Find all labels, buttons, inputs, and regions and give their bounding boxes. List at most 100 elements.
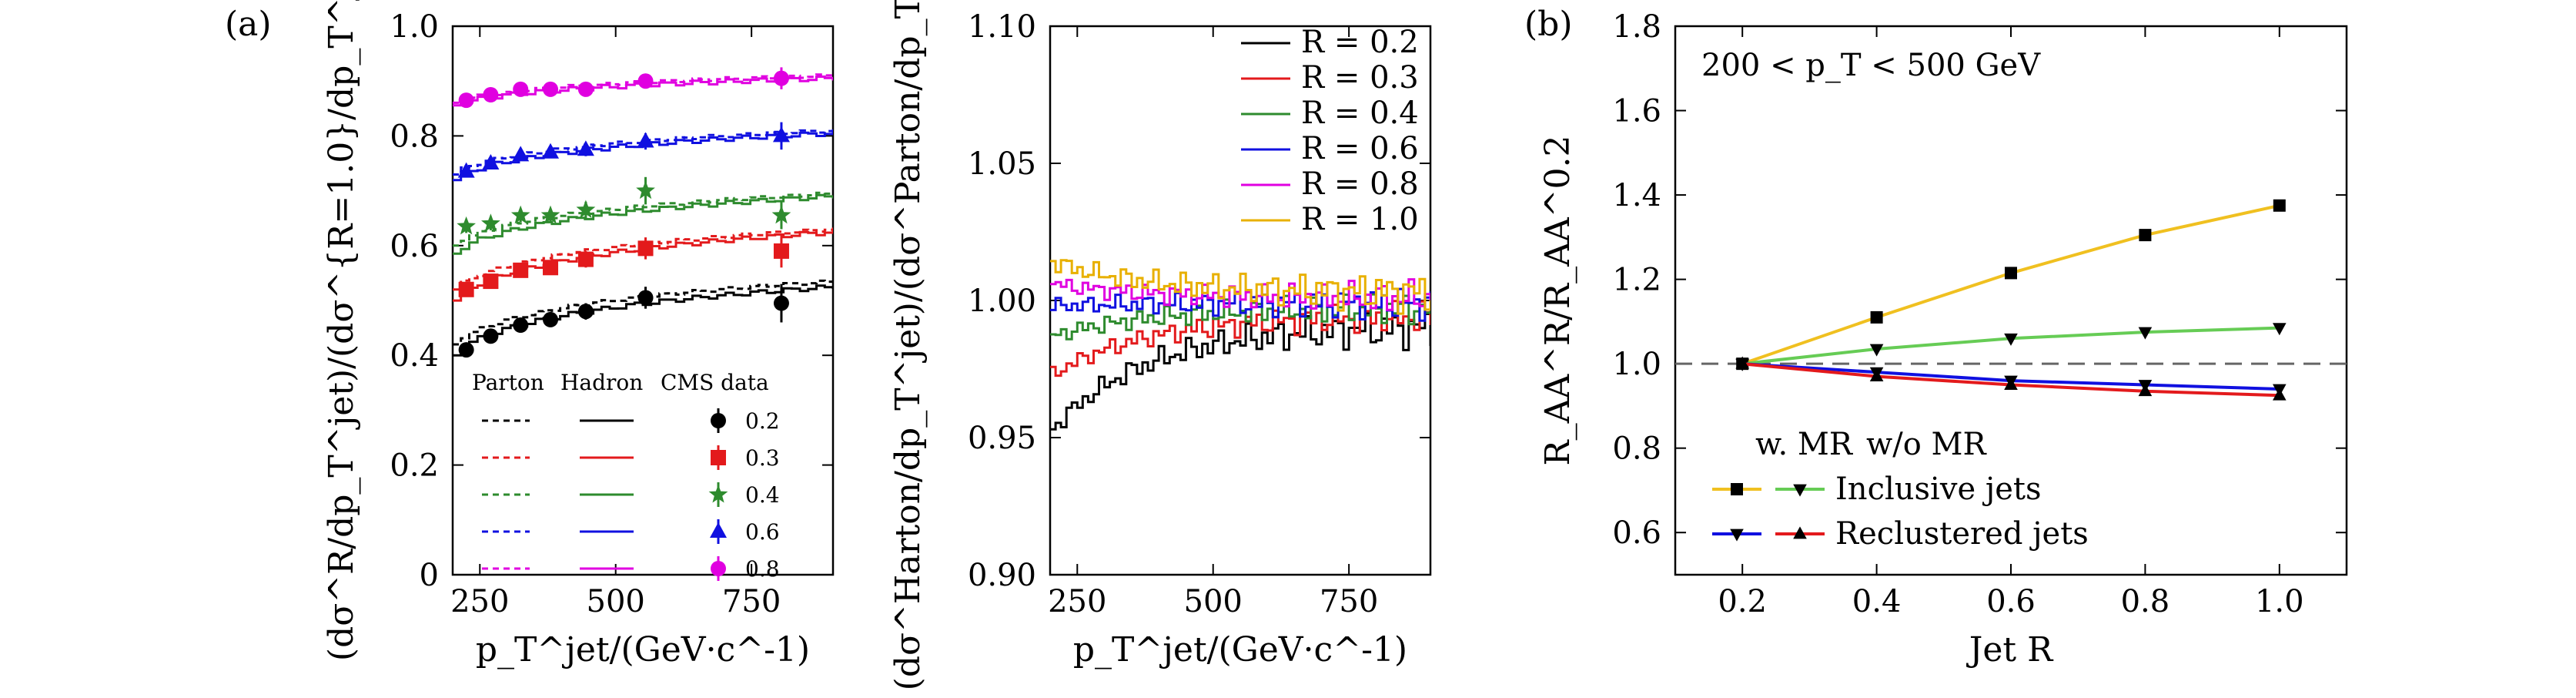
cms-point (543, 311, 559, 327)
series-marker (2273, 199, 2286, 212)
cms-point (577, 251, 594, 267)
y-tick-label: 0.8 (1612, 431, 1661, 467)
cms-point (637, 240, 654, 257)
cms-point (773, 243, 789, 259)
cms-point (543, 81, 559, 97)
cms-point (577, 81, 594, 97)
panel-a-left-chart: 250 500 750 0 0.2 0.4 0.6 0.8 1.0 (dσ^R/dp_T^jet)… (322, 0, 835, 669)
series-marker (2273, 388, 2287, 401)
legend-cms-marker (711, 450, 726, 465)
cms-point (637, 132, 654, 148)
y-axis-label: (dσ^Harton/dp_T^jet)/(dσ^Parton/dp_T^jet… (888, 0, 928, 690)
x-tick-label: 0.2 (1718, 584, 1767, 619)
legend-label: R = 0.8 (1301, 166, 1419, 202)
y-tick-label: 1.2 (1612, 263, 1661, 298)
x-tick-label: 0.4 (1852, 584, 1902, 619)
legend-head-womr: w/o MR (1866, 427, 1987, 462)
legend-head-mr: w. MR (1755, 427, 1854, 462)
y-tick-label: 1.0 (390, 9, 439, 45)
legend-marker-mr (1730, 529, 1744, 542)
y-tick-label: 0.2 (390, 448, 439, 484)
legend-col-cms: CMS data (661, 370, 769, 395)
cms-point (457, 216, 476, 235)
cms-point (481, 213, 500, 232)
cms-point (773, 70, 789, 86)
panel-b-chart: 0.2 0.4 0.6 0.8 1.0 0.6 0.8 1.0 1.2 1.4 1.6 1.8 R_AA… (1538, 9, 2348, 669)
x-axis-label: p_T^jet/(GeV·c^-1) (476, 630, 810, 669)
cms-point (636, 180, 655, 200)
panel-label-b: (b) (1524, 5, 1573, 44)
cms-point (637, 73, 654, 89)
y-tick-label: 0.90 (968, 558, 1036, 593)
legend-col-hadron: Hadron (560, 370, 643, 395)
panel-label-a: (a) (225, 5, 272, 44)
series-line (1741, 326, 2280, 366)
x-tick-label: 250 (450, 584, 509, 619)
legend-marker-womr (1793, 526, 1807, 539)
series-marker (1735, 356, 1749, 369)
series-marker (2005, 267, 2017, 280)
hadron-line-0.4 (453, 193, 833, 255)
legend-label: R = 0.4 (1301, 96, 1419, 131)
cms-point (458, 281, 474, 297)
y-tick-label: 1.4 (1612, 178, 1661, 213)
y-tick-label: 1.00 (968, 284, 1036, 319)
legend-r-label: 0.4 (745, 482, 780, 508)
legend-label: R = 1.0 (1301, 202, 1419, 237)
x-tick-label: 0.6 (1986, 584, 2036, 619)
cms-point (540, 205, 560, 224)
legend-cms-marker (708, 485, 728, 503)
x-axis-label: Jet R (1966, 630, 2054, 669)
x-tick-label: 250 (1048, 584, 1106, 619)
series-marker (1869, 344, 1884, 357)
cms-point (458, 92, 474, 109)
legend-cms-marker (711, 413, 726, 428)
x-tick-label: 500 (1184, 584, 1243, 619)
cms-point (773, 295, 789, 311)
legend-r-label: 0.8 (745, 556, 780, 582)
parton-line-0.4 (453, 191, 833, 247)
x-tick-label: 1.0 (2255, 584, 2304, 619)
legend-row-label: Reclustered jets (1835, 516, 2089, 552)
chart-title: 200 < p_T < 500 GeV (1701, 48, 2041, 83)
cms-point (542, 143, 560, 159)
y-tick-label: 0 (420, 558, 439, 593)
cms-point (772, 126, 790, 143)
legend-r-label: 0.3 (745, 445, 780, 471)
y-tick-label: 0.6 (1612, 515, 1661, 551)
y-tick-label: 0.8 (390, 119, 439, 154)
legend-col-parton: Parton (472, 370, 544, 395)
plot-area (1050, 259, 1430, 431)
ratio-line (1050, 278, 1430, 311)
series-marker (2139, 229, 2152, 242)
legend-label: R = 0.2 (1301, 25, 1419, 60)
legend-marker-womr (1793, 484, 1807, 497)
y-tick-label: 1.6 (1612, 94, 1661, 129)
legend-label: R = 0.6 (1301, 131, 1419, 166)
y-tick-label: 0.6 (390, 229, 439, 264)
plot-area (453, 67, 833, 358)
cms-point (483, 87, 499, 102)
x-tick-label: 0.8 (2121, 584, 2170, 619)
cms-point (513, 81, 529, 97)
ratio-line (1050, 300, 1430, 378)
cms-point (483, 273, 499, 290)
panel-a-right-chart: 250 500 750 0.90 0.95 1.00 1.05 1.10 (dσ^Harton/… (888, 0, 1432, 690)
x-tick-label: 500 (587, 584, 645, 619)
cms-point (543, 260, 559, 276)
cms-point (513, 317, 529, 334)
cms-point (577, 140, 594, 156)
cms-point (576, 200, 596, 218)
series-marker (2273, 323, 2287, 336)
y-tick-label: 1.8 (1612, 9, 1661, 45)
series-marker (2138, 327, 2153, 340)
cms-point (482, 154, 500, 169)
y-tick-label: 1.05 (968, 146, 1036, 182)
y-axis-label: (dσ^R/dp_T^jet)/(dσ^{R=1.0}/dp_T^jet) (322, 0, 361, 661)
x-tick-label: 750 (722, 584, 781, 619)
legend-cms-marker (710, 522, 727, 538)
cms-point (637, 290, 654, 306)
legend-r-label: 0.6 (745, 519, 780, 545)
x-axis-label: p_T^jet/(GeV·c^-1) (1073, 630, 1407, 669)
